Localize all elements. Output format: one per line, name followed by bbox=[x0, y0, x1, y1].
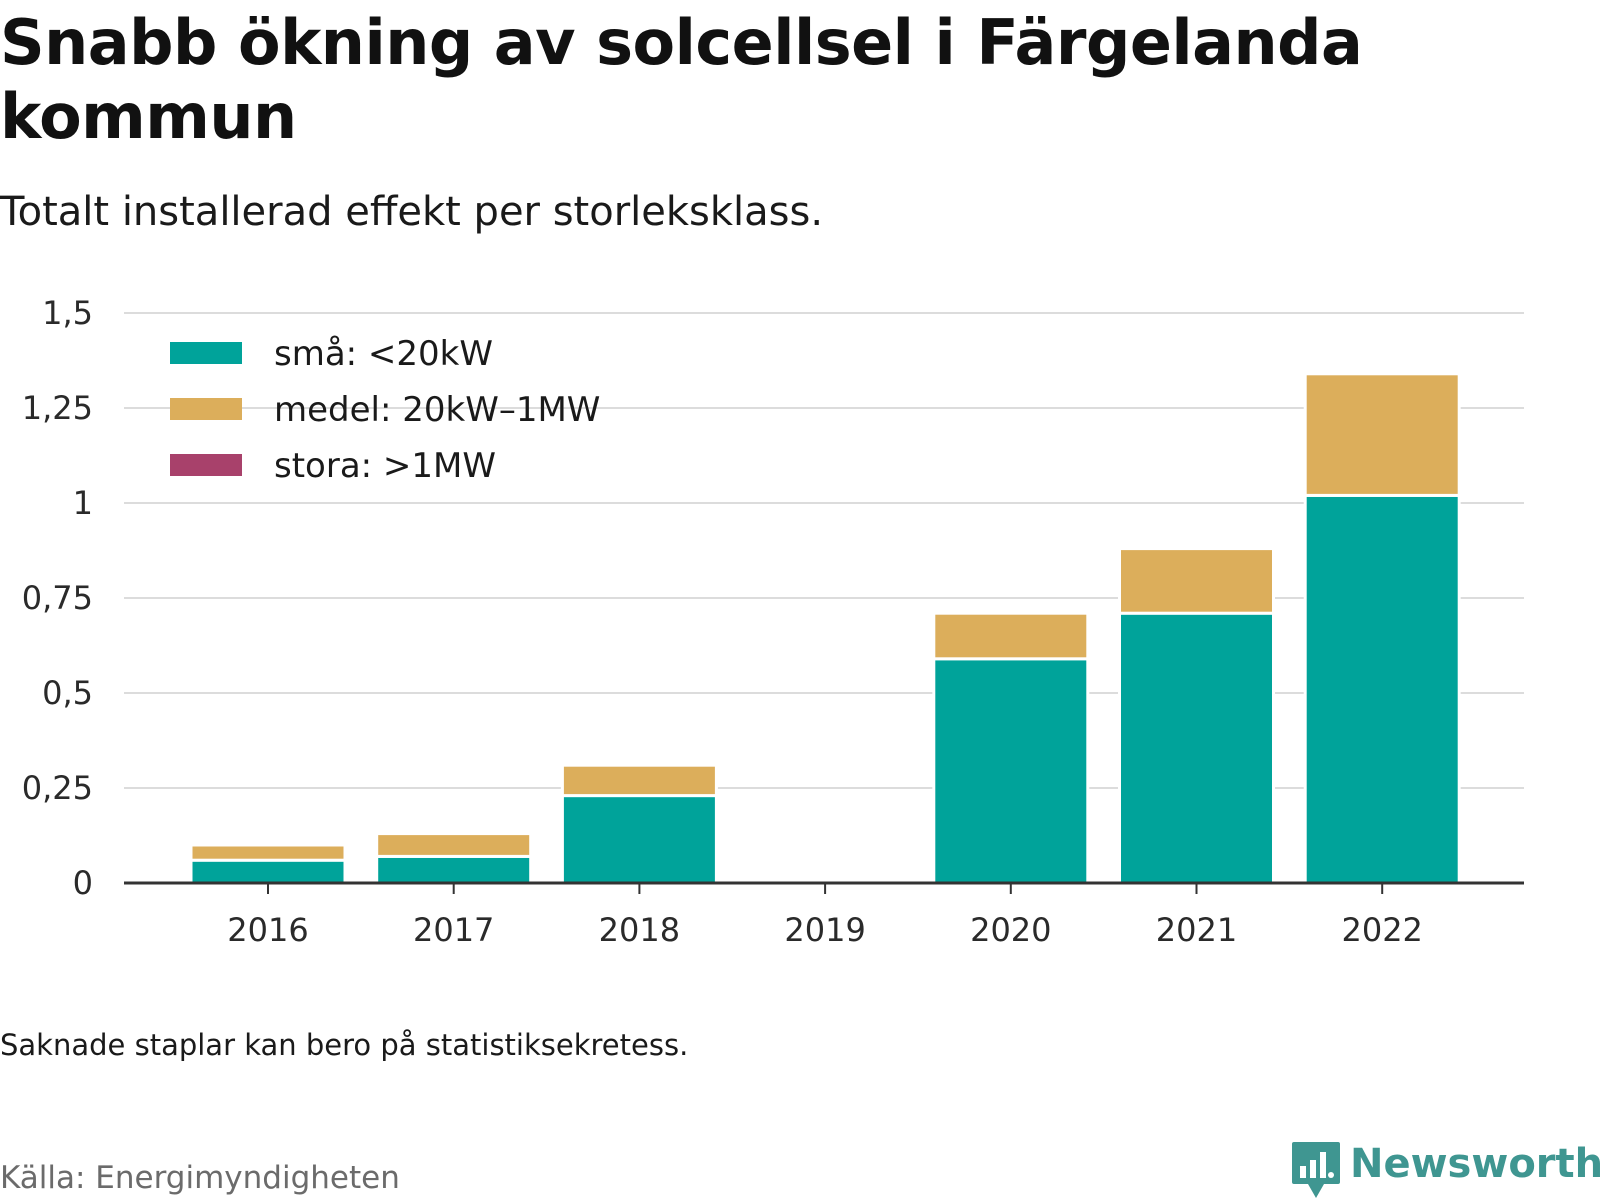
footnote: Saknade staplar kan bero på statistiksek… bbox=[0, 1028, 689, 1062]
legend: små: <20kW medel: 20kW–1MW stora: >1MW bbox=[170, 334, 600, 486]
chart-subtitle: Totalt installerad effekt per storlekskl… bbox=[0, 189, 824, 235]
legend-swatch bbox=[170, 398, 242, 420]
legend-label: stora: >1MW bbox=[274, 446, 496, 486]
brand-logo: Newsworthy bbox=[1290, 1140, 1600, 1200]
y-tick-label: 0,75 bbox=[22, 579, 93, 617]
bar-segment bbox=[560, 794, 718, 885]
legend-swatch bbox=[170, 342, 242, 364]
legend-label: medel: 20kW–1MW bbox=[274, 390, 600, 430]
y-tick-label: 1 bbox=[73, 484, 93, 522]
x-tick-label: 2021 bbox=[1156, 911, 1237, 949]
y-tick-label: 0 bbox=[73, 864, 93, 902]
y-tick-label: 1,25 bbox=[22, 389, 93, 427]
x-tick-label: 2022 bbox=[1341, 911, 1422, 949]
bar-segment bbox=[1118, 547, 1275, 615]
gridlines bbox=[124, 312, 1524, 789]
x-axis-ticks: 2016 2017 2018 2019 2020 2021 2022 bbox=[227, 883, 1423, 949]
y-tick-label: 0,25 bbox=[22, 769, 93, 807]
y-axis-ticks: 0 0,25 0,5 0,75 1 1,25 1,5 bbox=[22, 294, 93, 902]
bar-segment bbox=[1303, 493, 1461, 885]
x-tick-label: 2017 bbox=[413, 911, 494, 949]
bar-segment bbox=[375, 854, 533, 885]
bars bbox=[189, 372, 1461, 885]
bar-segment bbox=[560, 763, 718, 798]
bar-segment bbox=[932, 657, 1090, 885]
x-tick-label: 2019 bbox=[784, 911, 865, 949]
bar-segment bbox=[189, 843, 347, 862]
chart-title: Snabb ökning av solcellsel i Färgelanda … bbox=[0, 6, 1363, 153]
brand-name: Newsworthy bbox=[1350, 1141, 1600, 1187]
x-tick-label: 2018 bbox=[599, 911, 680, 949]
stacked-bar-chart: 0 0,25 0,5 0,75 1 1,25 1,5 2016 2017 2018 2019 202… bbox=[22, 294, 1524, 949]
bar-segment bbox=[375, 832, 533, 858]
source-credit: Källa: Energimyndigheten bbox=[0, 1160, 400, 1196]
bar-segment bbox=[1303, 372, 1461, 497]
x-tick-label: 2020 bbox=[970, 911, 1051, 949]
y-tick-label: 1,5 bbox=[42, 294, 93, 332]
legend-label: små: <20kW bbox=[274, 334, 493, 374]
bar-segment bbox=[1118, 611, 1275, 885]
legend-swatch bbox=[170, 454, 242, 476]
y-tick-label: 0,5 bbox=[42, 674, 93, 712]
newsworthy-logo-icon bbox=[1292, 1142, 1340, 1198]
bar-segment bbox=[932, 611, 1090, 661]
bar-segment bbox=[189, 858, 347, 885]
x-tick-label: 2016 bbox=[227, 911, 308, 949]
